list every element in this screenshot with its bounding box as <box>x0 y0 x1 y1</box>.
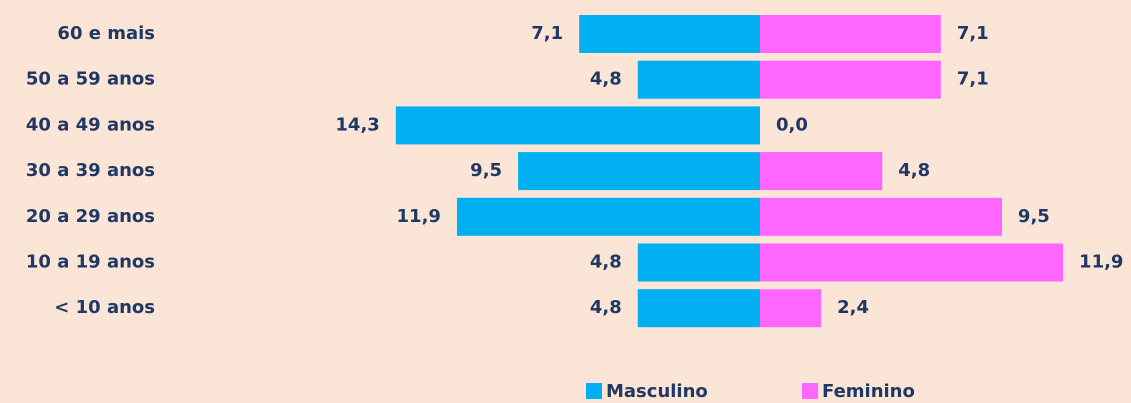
bar <box>637 60 760 99</box>
value-label: 11,9 <box>1079 252 1123 273</box>
value-label: 4,8 <box>898 160 930 181</box>
value-label: 7,1 <box>957 69 989 90</box>
legend-swatch <box>586 383 602 399</box>
category-label: 40 a 49 anos <box>26 114 155 135</box>
category-label: < 10 anos <box>54 297 155 318</box>
bar <box>760 152 883 191</box>
value-label: 2,4 <box>837 297 869 318</box>
bar <box>760 60 941 99</box>
bar <box>760 197 1002 236</box>
value-label: 9,5 <box>470 160 502 181</box>
category-label: 30 a 39 anos <box>26 160 155 181</box>
value-label: 9,5 <box>1018 206 1050 227</box>
value-label: 7,1 <box>531 23 563 44</box>
value-label: 14,3 <box>335 114 379 135</box>
value-label: 0,0 <box>776 114 808 135</box>
bar <box>456 197 760 236</box>
bar <box>579 15 760 53</box>
bar <box>637 289 760 328</box>
value-label: 4,8 <box>590 69 622 90</box>
category-label: 10 a 19 anos <box>26 252 155 273</box>
value-label: 4,8 <box>590 297 622 318</box>
legend-label: Masculino <box>606 381 708 402</box>
category-label: 20 a 29 anos <box>26 206 155 227</box>
legend-label: Feminino <box>822 381 915 402</box>
bar <box>637 243 760 282</box>
category-label: 60 e mais <box>57 23 155 44</box>
bar <box>395 106 760 145</box>
bar <box>760 243 1064 282</box>
bar <box>760 15 941 53</box>
bar <box>518 152 760 191</box>
bar <box>760 289 822 328</box>
legend-swatch <box>802 383 818 399</box>
value-label: 4,8 <box>590 252 622 273</box>
category-label: 50 a 59 anos <box>26 69 155 90</box>
value-label: 7,1 <box>957 23 989 44</box>
value-label: 11,9 <box>397 206 441 227</box>
